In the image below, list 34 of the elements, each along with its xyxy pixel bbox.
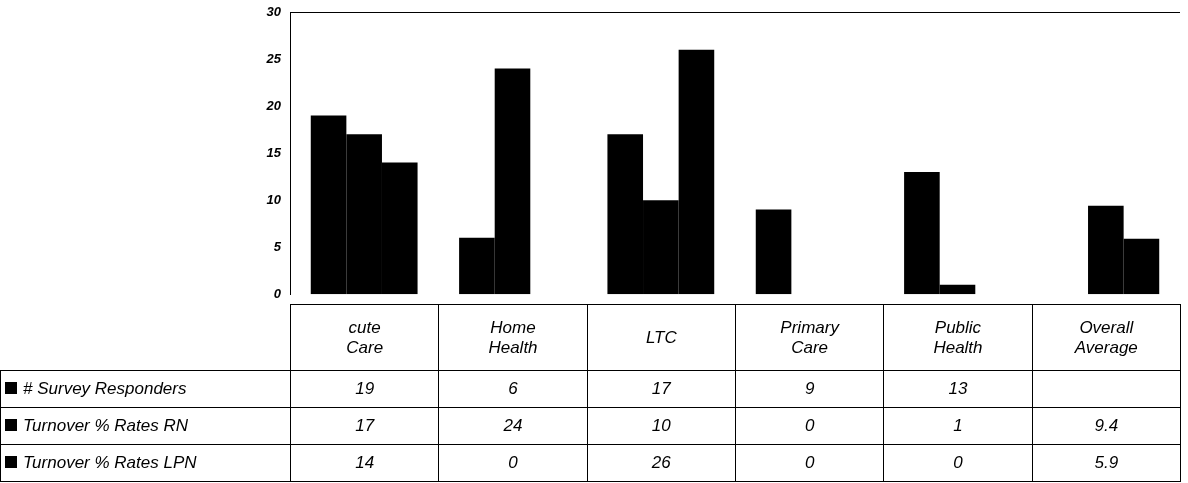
y-tick-label: 15 [266, 144, 282, 160]
data-label: 14 [290, 444, 439, 482]
data-label: 17 [290, 407, 439, 445]
legend-label: Turnover % Rates RN [23, 416, 189, 435]
data-label: 9 [735, 370, 884, 408]
data-label: 0 [735, 444, 884, 482]
y-tick-label: 20 [265, 97, 282, 113]
data-label: 17 [587, 370, 736, 408]
legend-label: Turnover % Rates LPN [23, 453, 197, 472]
data-label: 24 [438, 407, 588, 445]
x-tick-label: Primary Care [735, 304, 884, 371]
x-tick-label: cute Care [290, 304, 439, 371]
data-label: 0 [883, 444, 1033, 482]
y-tick-label: 5 [273, 238, 282, 254]
x-tick-label: Home Health [438, 304, 588, 371]
data-label: 0 [735, 407, 884, 445]
data-label: 10 [587, 407, 736, 445]
bar [755, 209, 792, 295]
y-tick-label: 25 [265, 50, 282, 66]
y-tick-label: 0 [273, 285, 282, 301]
legend-label: # Survey Responders [23, 379, 187, 398]
y-tick-label: 10 [266, 191, 282, 207]
data-label: 13 [883, 370, 1033, 408]
x-tick-label: Overall Average [1032, 304, 1181, 371]
data-label: 1 [883, 407, 1033, 445]
x-tick-label: Public Health [883, 304, 1033, 371]
data-label: 5.9 [1032, 444, 1181, 482]
data-label: 19 [290, 370, 439, 408]
data-label: 6 [438, 370, 588, 408]
x-tick-label: LTC [587, 304, 736, 371]
data-label: 0 [438, 444, 588, 482]
data-label: 26 [587, 444, 736, 482]
data-label: 9.4 [1032, 407, 1181, 445]
y-tick-label: 30 [266, 3, 282, 19]
